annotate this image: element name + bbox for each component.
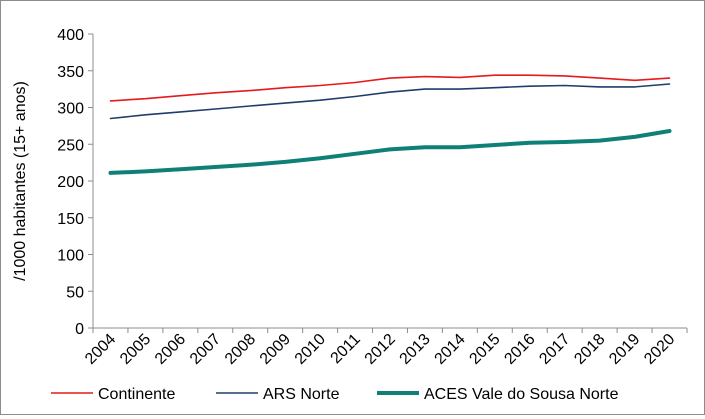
x-tick-label: 2012 bbox=[362, 331, 399, 368]
y-tick-label: 250 bbox=[57, 137, 84, 154]
x-tick-label: 2014 bbox=[432, 331, 469, 368]
y-axis-label: /1000 habitantes (15+ anos) bbox=[12, 81, 29, 281]
series-line-2 bbox=[109, 83, 671, 120]
legend-label: Continente bbox=[98, 386, 175, 403]
y-tick-label: 50 bbox=[66, 284, 84, 301]
series-line-3 bbox=[108, 129, 672, 175]
x-axis: 2004200520062007200820092010201120122013… bbox=[82, 327, 688, 368]
legend-label: ARS Norte bbox=[263, 386, 340, 403]
x-tick-label: 2015 bbox=[466, 331, 503, 368]
x-tick-label: 2006 bbox=[152, 331, 189, 368]
legend-label: ACES Vale do Sousa Norte bbox=[424, 386, 619, 403]
y-tick-label: 350 bbox=[57, 64, 84, 81]
y-axis: 0 50 100 150 200 250 300 350 400 bbox=[57, 27, 94, 338]
x-tick-label: 2007 bbox=[187, 331, 224, 368]
y-tick-label: 150 bbox=[57, 211, 84, 228]
y-tick-label: 200 bbox=[57, 174, 84, 191]
x-tick-label: 2004 bbox=[82, 331, 119, 368]
series-lines bbox=[108, 74, 672, 175]
x-tick-label: 2017 bbox=[536, 331, 573, 368]
y-tick-label: 100 bbox=[57, 248, 84, 265]
y-tick-label: 300 bbox=[57, 101, 84, 118]
x-tick-label: 2010 bbox=[292, 331, 329, 368]
y-tick-label: 400 bbox=[57, 27, 84, 44]
x-tick-label: 2011 bbox=[328, 331, 364, 367]
x-tick-label: 2008 bbox=[222, 331, 259, 368]
x-tick-label: 2013 bbox=[397, 331, 434, 368]
x-tick-label: 2009 bbox=[257, 331, 294, 368]
x-tick-label: 2018 bbox=[571, 331, 608, 368]
y-tick-label: 0 bbox=[75, 321, 84, 338]
x-tick-label: 2005 bbox=[117, 331, 154, 368]
series-line-1 bbox=[109, 74, 671, 102]
x-tick-label: 2020 bbox=[641, 331, 678, 368]
x-tick-label: 2019 bbox=[606, 331, 643, 368]
legend: Continente ARS Norte ACES Vale do Sousa No… bbox=[51, 386, 619, 403]
x-tick-label: 2016 bbox=[501, 331, 538, 368]
